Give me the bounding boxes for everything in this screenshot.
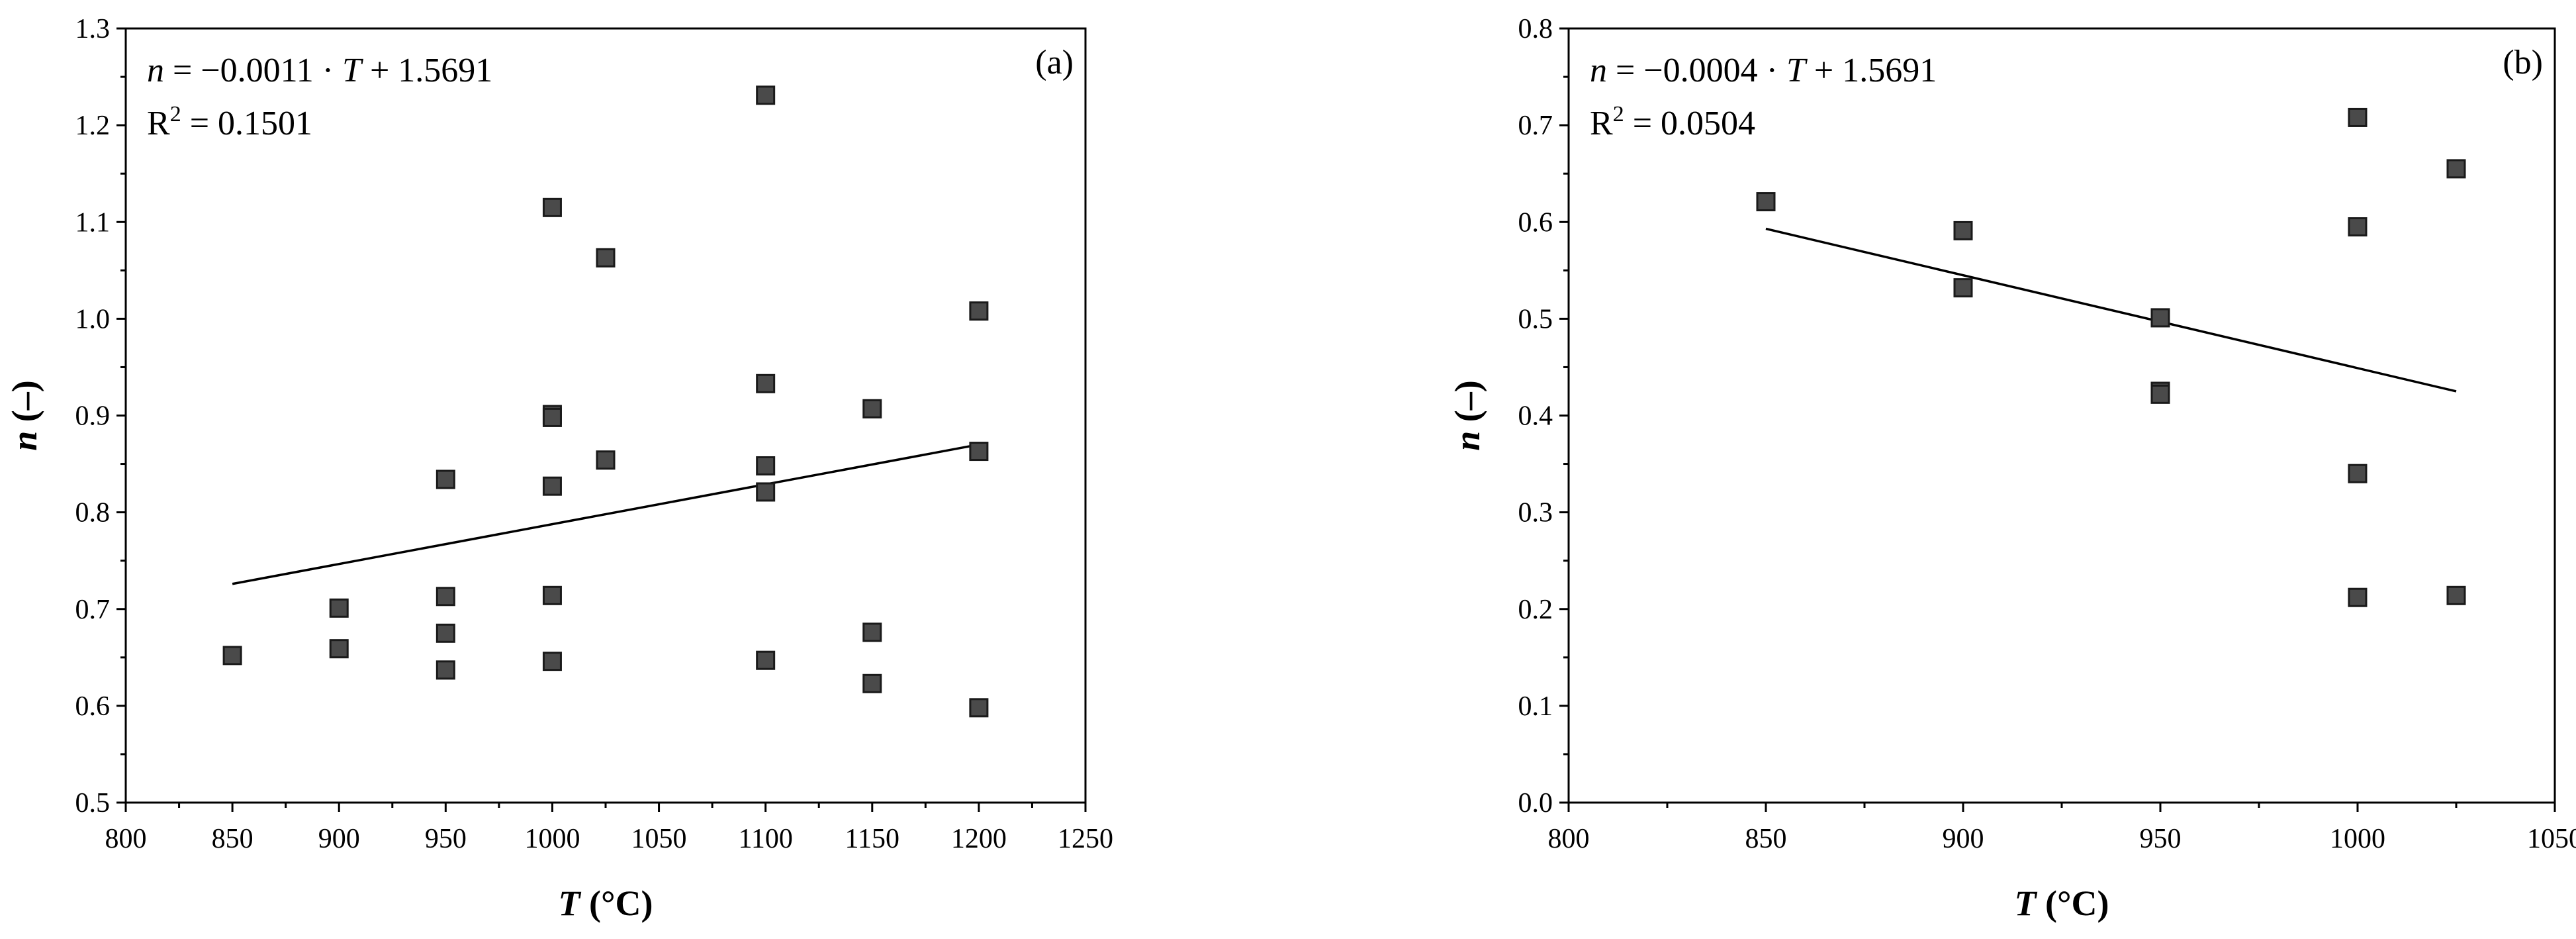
y-tick-label: 0.5 — [1518, 304, 1553, 334]
panel-label: (a) — [1035, 44, 1074, 81]
y-tick-label: 0.7 — [1518, 111, 1553, 141]
data-point — [596, 248, 616, 268]
y-tick-label: 0.2 — [1518, 595, 1553, 625]
data-point — [2150, 308, 2170, 328]
y-tick-label: 0.8 — [1518, 14, 1553, 44]
data-point — [542, 197, 562, 217]
x-axis-title: T (°C) — [2014, 883, 2109, 923]
x-tick-label: 950 — [425, 824, 467, 854]
x-tick-label: 1050 — [631, 824, 687, 854]
x-tick-label: 1200 — [951, 824, 1007, 854]
fit-line — [232, 443, 980, 585]
data-point — [1953, 221, 1973, 240]
data-point — [969, 442, 989, 462]
data-point — [756, 650, 776, 670]
data-point — [436, 587, 455, 607]
data-point — [862, 399, 882, 419]
y-tick-label: 0.4 — [1518, 401, 1553, 432]
y-axis-title: n (–) — [5, 380, 44, 451]
data-point — [329, 639, 349, 659]
data-point — [2348, 217, 2368, 237]
data-point — [756, 85, 776, 105]
x-tick-label: 900 — [1943, 824, 1984, 854]
data-point — [436, 660, 455, 680]
data-point — [222, 646, 242, 666]
x-axis-title: T (°C) — [558, 883, 653, 923]
fit-equation: n = −0.0004 · T + 1.5691 — [1590, 52, 1937, 89]
x-tick-label: 850 — [212, 824, 253, 854]
y-tick-label: 0.3 — [1518, 498, 1553, 528]
data-point — [542, 585, 562, 605]
x-tick-label: 1000 — [524, 824, 580, 854]
panel-label: (b) — [2503, 44, 2543, 81]
x-tick-label: 1000 — [2330, 824, 2385, 854]
data-point — [2446, 159, 2466, 179]
y-tick-label: 0.5 — [75, 788, 111, 818]
chart-panel-a: 800 850 900 950 1000 1050 1100 1150 1200 1250 0.5 0… — [5, 14, 1113, 923]
x-tick-label: 850 — [1745, 824, 1787, 854]
x-tick-label: 800 — [1548, 824, 1590, 854]
data-point — [542, 407, 562, 427]
fit-equation: n = −0.0011 · T + 1.5691 — [147, 52, 492, 89]
y-tick-label: 0.7 — [75, 595, 111, 625]
data-point — [2348, 107, 2368, 127]
y-tick-label: 0.8 — [75, 498, 111, 528]
data-point — [542, 476, 562, 496]
x-tick-label: 800 — [105, 824, 147, 854]
plot-frame — [124, 27, 1087, 804]
x-tick-label: 1150 — [845, 824, 899, 854]
data-point — [1756, 192, 1776, 212]
data-point — [756, 456, 776, 475]
y-tick-label: 1.0 — [75, 304, 111, 334]
y-tick-label: 1.3 — [75, 14, 111, 44]
r-squared: R2​ = 0.1501 — [147, 102, 312, 142]
y-tick-label: 1.2 — [75, 111, 111, 141]
data-point — [2348, 587, 2368, 607]
x-tick-label: 950 — [2140, 824, 2182, 854]
x-tick-label: 1100 — [738, 824, 792, 854]
data-point — [862, 673, 882, 693]
fit-line — [1765, 227, 2457, 393]
data-point — [756, 482, 776, 502]
data-point — [329, 598, 349, 618]
data-point — [2150, 384, 2170, 404]
data-point — [862, 622, 882, 642]
plot-frame — [1567, 27, 2556, 804]
data-point — [969, 698, 989, 718]
data-point — [1953, 278, 1973, 298]
data-point — [436, 623, 455, 643]
data-point — [2446, 585, 2466, 605]
x-tick-label: 1250 — [1058, 824, 1113, 854]
y-tick-label: 0.9 — [75, 401, 111, 432]
y-axis-title: n (–) — [1448, 380, 1487, 451]
data-point — [542, 652, 562, 671]
x-tick-label: 1050 — [2527, 824, 2576, 854]
r-squared: R2​ = 0.0504 — [1590, 102, 1755, 142]
data-point — [2348, 464, 2368, 483]
y-tick-label: 1.1 — [75, 207, 111, 238]
chart-panel-b: 800 850 900 950 1000 1050 0.0 0.1 0.2 0.3 0.4 0.5 0.… — [1448, 14, 2576, 923]
y-tick-label: 0.6 — [75, 691, 111, 722]
y-tick-label: 0.0 — [1518, 788, 1553, 818]
data-point — [756, 373, 776, 393]
data-point — [969, 301, 989, 321]
y-tick-label: 0.6 — [1518, 207, 1553, 238]
x-tick-label: 900 — [318, 824, 360, 854]
data-point — [596, 450, 616, 470]
data-point — [436, 470, 455, 489]
y-tick-label: 0.1 — [1518, 691, 1553, 722]
